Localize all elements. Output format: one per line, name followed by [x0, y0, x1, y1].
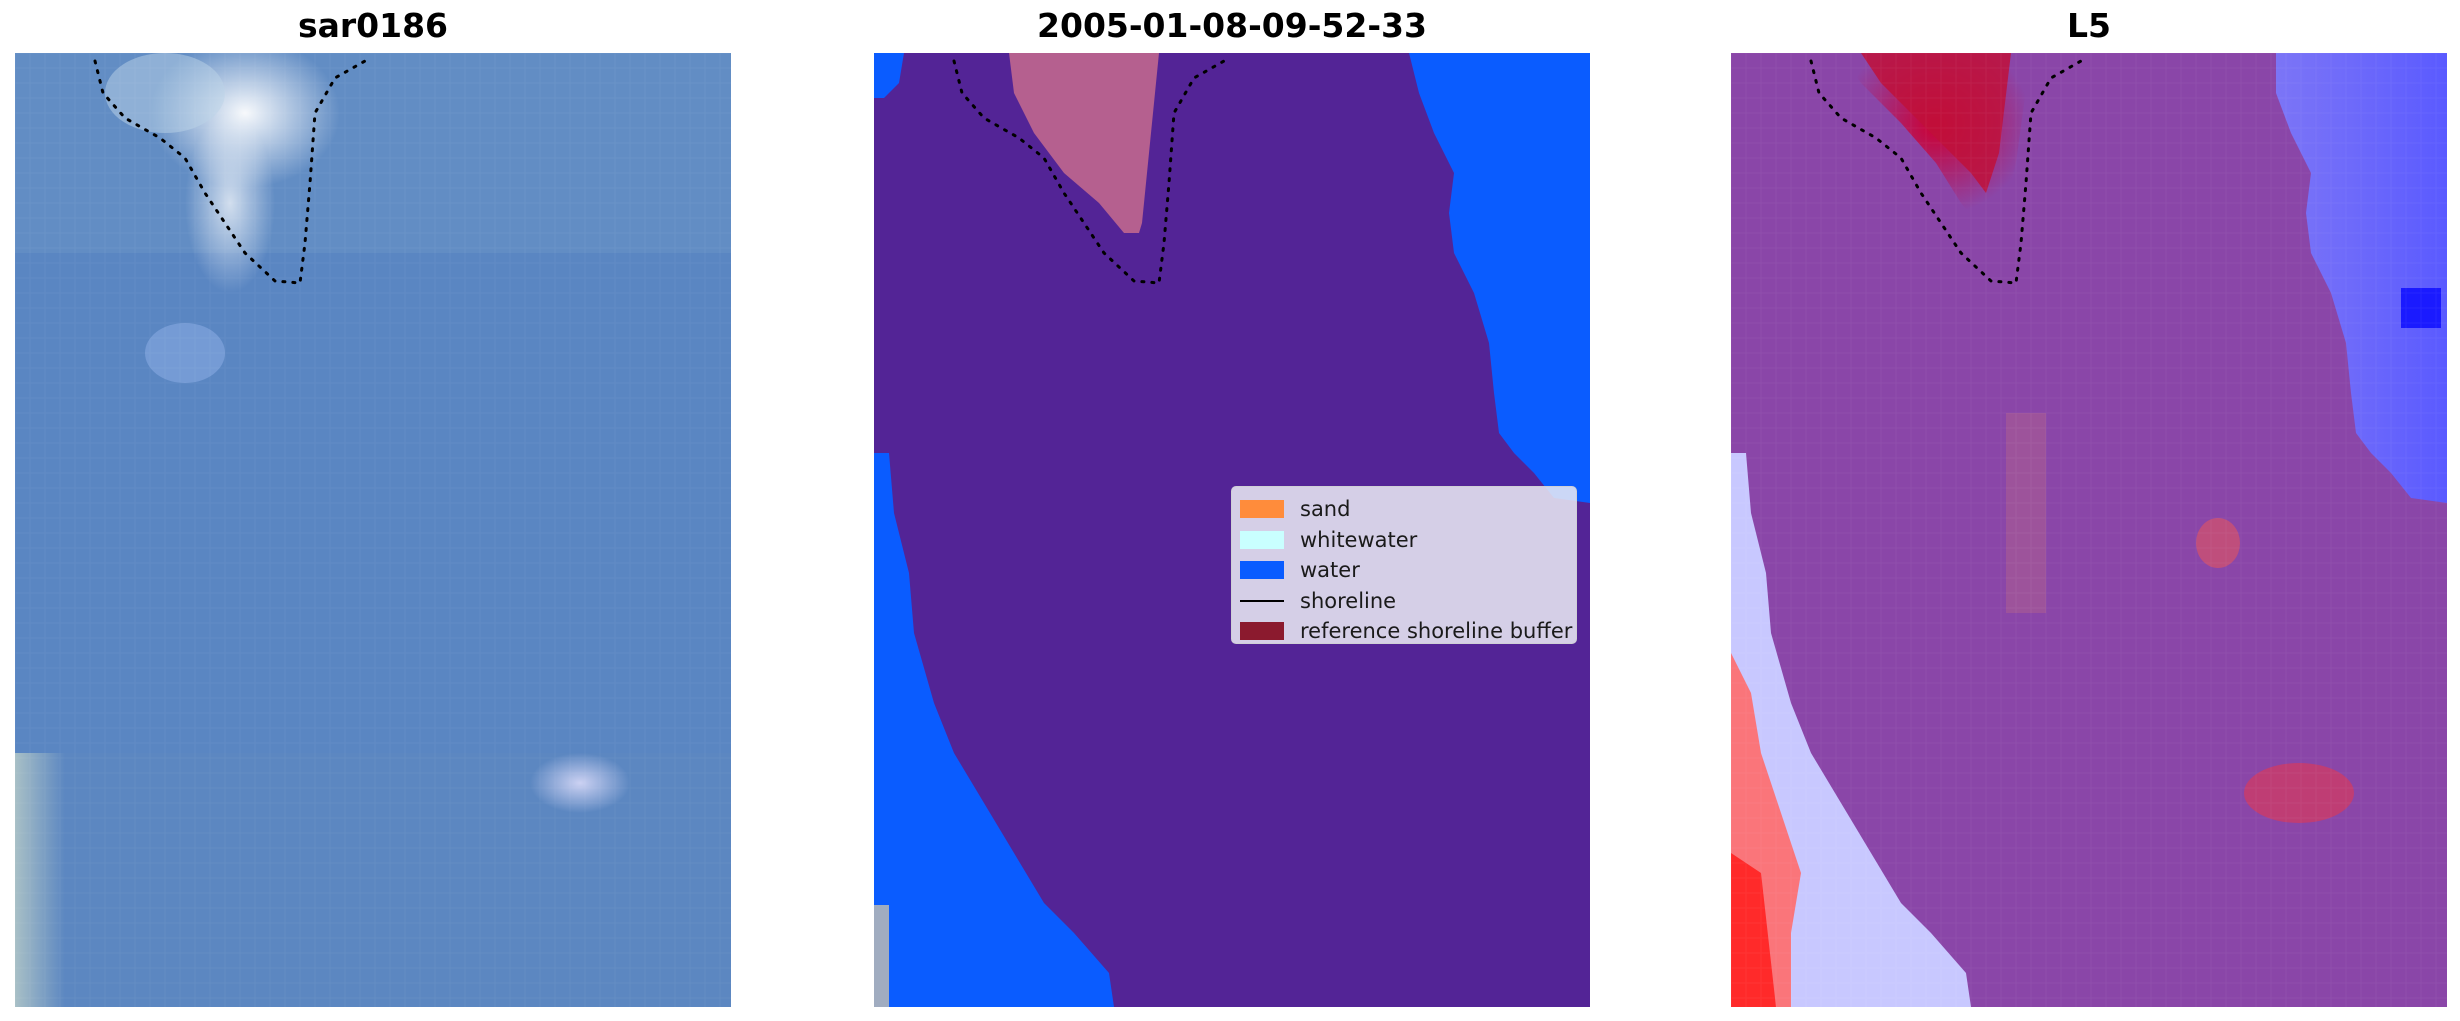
shoreline-line-swatch [1240, 599, 1284, 602]
legend-label: shoreline [1300, 588, 1397, 613]
legend-label: reference shoreline buffer [1300, 619, 1573, 644]
panel-title: L5 [2067, 6, 2111, 45]
legend-label: sand [1300, 497, 1351, 522]
panel-title: 2005-01-08-09-52-33 [1037, 6, 1427, 45]
whitewater-swatch [1240, 530, 1284, 549]
index-image [1731, 53, 2447, 1007]
legend-item-sand: sand [1240, 494, 1568, 525]
index-image-panel: L5 [1731, 0, 2447, 1021]
reference-buffer-swatch [1240, 622, 1284, 641]
legend: sand whitewater water shoreline referenc… [1231, 486, 1577, 644]
legend-label: water [1300, 558, 1360, 583]
legend-item-shoreline: shoreline [1240, 586, 1568, 617]
sand-swatch [1240, 500, 1284, 519]
legend-item-reference-buffer: reference shoreline buffer [1240, 616, 1572, 647]
satellite-image [15, 53, 731, 1007]
water-swatch [1240, 561, 1284, 580]
legend-label: whitewater [1300, 527, 1418, 552]
classification-panel: 2005-01-08-09-52-33 sand whitewater wate [874, 0, 1590, 1021]
panel-title: sar0186 [297, 6, 449, 45]
legend-item-water: water [1240, 555, 1568, 586]
rgb-image-panel: sar0186 [15, 0, 731, 1021]
legend-item-whitewater: whitewater [1240, 525, 1568, 556]
